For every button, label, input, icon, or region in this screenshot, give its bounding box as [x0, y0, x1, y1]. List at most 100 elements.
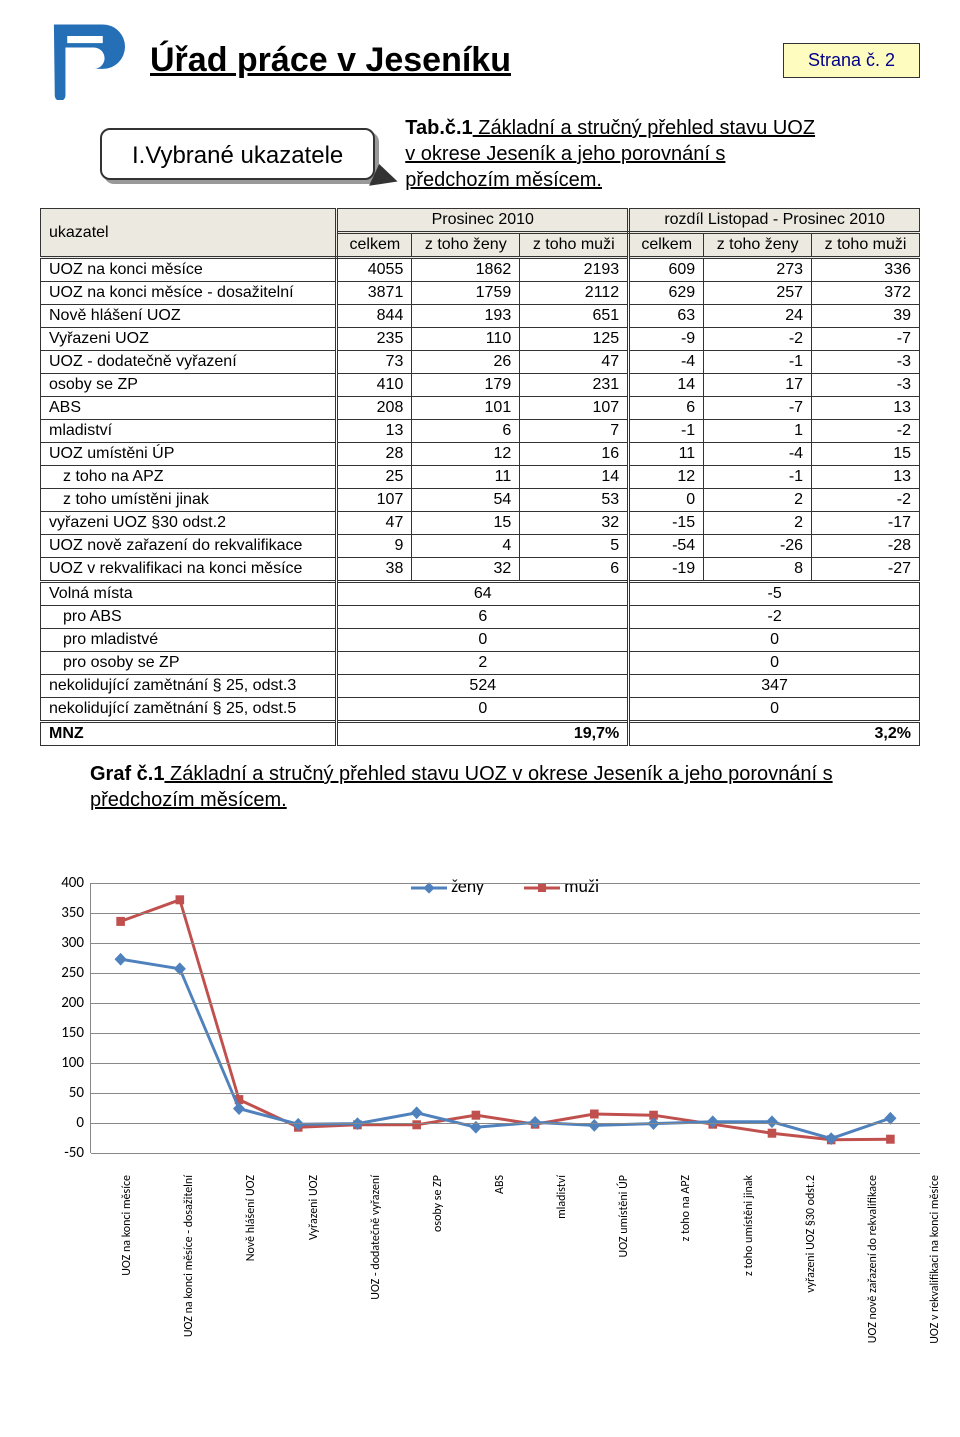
labour-office-logo	[40, 20, 130, 100]
cell: 2193	[520, 258, 629, 282]
x-label: z toho na APZ	[680, 1175, 693, 1241]
cell: 2112	[520, 282, 629, 305]
cell: 14	[629, 374, 704, 397]
mnz-label: MNZ	[41, 722, 337, 746]
cell: 257	[704, 282, 812, 305]
col-group-1: Prosinec 2010	[337, 209, 629, 233]
x-label: UOZ nově zařazení do rekvalifikace	[867, 1175, 880, 1343]
cell: 629	[629, 282, 704, 305]
cell: 235	[337, 328, 412, 351]
table-row: UOZ - dodatečně vyřazení732647-4-1-3	[41, 351, 920, 374]
cell: 11	[629, 443, 704, 466]
row-label: Nově hlášení UOZ	[41, 305, 337, 328]
cell: 4	[412, 535, 520, 558]
y-tick: 150	[61, 1024, 84, 1042]
cell: 193	[412, 305, 520, 328]
cell: 9	[337, 535, 412, 558]
cell: -1	[629, 420, 704, 443]
chart-caption: Graf č.1 Základní a stručný přehled stav…	[90, 761, 870, 813]
subheader: I.Vybrané ukazatele Tab.č.1 Základní a s…	[100, 115, 920, 193]
cell: -15	[629, 512, 704, 535]
table-row: z toho umístěni jinak107545302-2	[41, 489, 920, 512]
table-row: UOZ na konci měsíce405518622193609273336	[41, 258, 920, 282]
cell: 2	[704, 489, 812, 512]
col-header: z toho ženy	[704, 233, 812, 258]
table-row: nekolidující zamětnání § 25, odst.352434…	[41, 675, 920, 698]
cell: 110	[412, 328, 520, 351]
y-tick: 250	[61, 964, 84, 982]
cell: 2	[337, 652, 629, 675]
cell: 609	[629, 258, 704, 282]
cell: -1	[704, 466, 812, 489]
cell: 524	[337, 675, 629, 698]
col-group-2: rozdíl Listopad - Prosinec 2010	[629, 209, 920, 233]
x-label: Nově hlášení UOZ	[245, 1175, 258, 1261]
col-header: z toho muži	[520, 233, 629, 258]
cell: -27	[812, 558, 920, 582]
cell: 0	[337, 698, 629, 722]
col-header: z toho ženy	[412, 233, 520, 258]
cell: 11	[412, 466, 520, 489]
table-caption: Tab.č.1 Základní a stručný přehled stavu…	[405, 115, 825, 193]
row-label: mladiství	[41, 420, 337, 443]
cell: 107	[337, 489, 412, 512]
x-label: vyřazeni UOZ §30 odst.2	[805, 1175, 818, 1293]
y-tick: 100	[61, 1054, 84, 1072]
mnz-a: 19,7%	[337, 722, 629, 746]
cell: 14	[520, 466, 629, 489]
cell: -9	[629, 328, 704, 351]
chart-plot-area: ženy muži	[90, 883, 920, 1153]
cell: 372	[812, 282, 920, 305]
cell: -2	[704, 328, 812, 351]
cell: 6	[337, 606, 629, 629]
cell: -3	[812, 351, 920, 374]
row-label: UOZ v rekvalifikaci na konci měsíce	[41, 558, 337, 582]
cell: -19	[629, 558, 704, 582]
cell: 0	[629, 489, 704, 512]
table-row: UOZ umístěni ÚP28121611-415	[41, 443, 920, 466]
table-row: Nově hlášení UOZ844193651632439	[41, 305, 920, 328]
table-row: UOZ nově zařazení do rekvalifikace945-54…	[41, 535, 920, 558]
section-callout: I.Vybrané ukazatele	[100, 128, 375, 180]
table-caption-lead: Tab.č.1	[405, 117, 472, 139]
y-tick: 50	[69, 1084, 84, 1102]
cell: 6	[629, 397, 704, 420]
table-head: ukazatel Prosinec 2010 rozdíl Listopad -…	[41, 209, 920, 258]
col-header: z toho muži	[812, 233, 920, 258]
x-label: Vyřazeni UOZ	[308, 1175, 321, 1240]
row-label: z toho umístěni jinak	[41, 489, 337, 512]
cell: 47	[520, 351, 629, 374]
cell: 24	[704, 305, 812, 328]
cell: -4	[629, 351, 704, 374]
row-label: UOZ na konci měsíce	[41, 258, 337, 282]
row-label: pro osoby se ZP	[41, 652, 337, 675]
cell: -17	[812, 512, 920, 535]
cell: 0	[629, 629, 920, 652]
row-label: pro ABS	[41, 606, 337, 629]
x-label: ABS	[494, 1175, 507, 1194]
row-label: ABS	[41, 397, 337, 420]
y-tick: 400	[61, 874, 84, 892]
table-row: pro ABS6-2	[41, 606, 920, 629]
x-label: UOZ na konci měsíce	[121, 1175, 134, 1276]
header: Úřad práce v Jeseníku Strana č. 2	[40, 20, 920, 100]
cell: 15	[412, 512, 520, 535]
x-label: UOZ umístěni ÚP	[618, 1175, 631, 1258]
y-tick: 350	[61, 904, 84, 922]
cell: 64	[337, 582, 629, 606]
cell: 5	[520, 535, 629, 558]
table-row: z toho na APZ25111412-113	[41, 466, 920, 489]
cell: 32	[412, 558, 520, 582]
table-row: osoby se ZP4101792311417-3	[41, 374, 920, 397]
cell: -2	[812, 420, 920, 443]
page-title: Úřad práce v Jeseníku	[150, 41, 763, 80]
row-label: Volná místa	[41, 582, 337, 606]
chart-caption-body: Základní a stručný přehled stavu UOZ v o…	[90, 763, 833, 811]
cell: 28	[337, 443, 412, 466]
cell: 38	[337, 558, 412, 582]
line-chart: -50050100150200250300350400 ženy muži UO…	[40, 883, 920, 1213]
cell: 1759	[412, 282, 520, 305]
cell: 844	[337, 305, 412, 328]
table-row: UOZ na konci měsíce - dosažitelní3871175…	[41, 282, 920, 305]
x-label: UOZ v rekvalifikaci na konci měsíce	[929, 1175, 942, 1344]
